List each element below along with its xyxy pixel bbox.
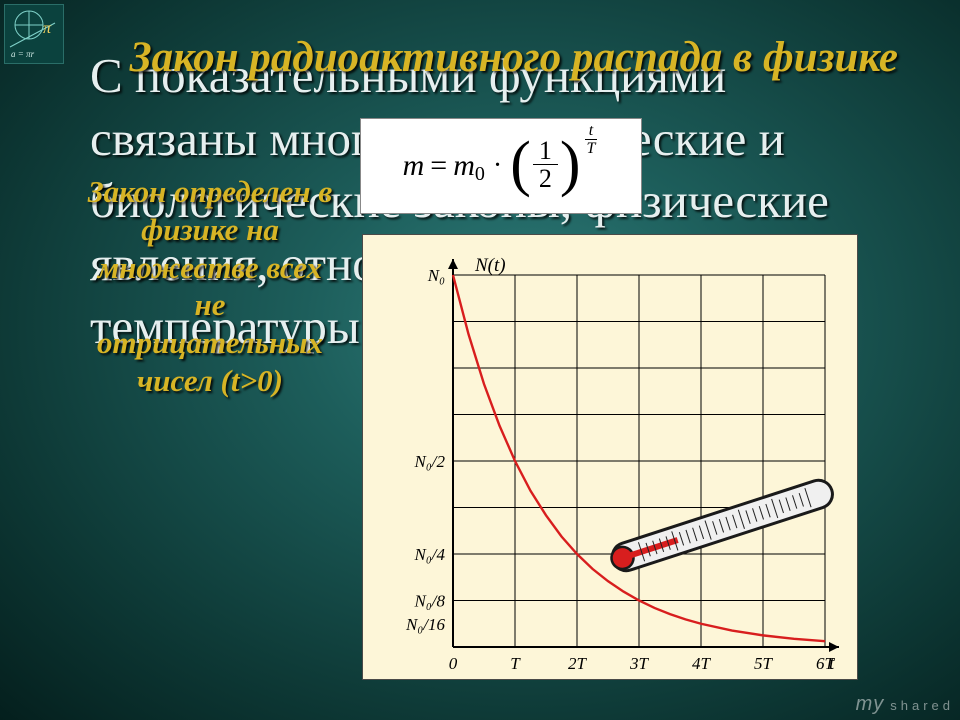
svg-text:4T: 4T	[692, 654, 712, 673]
decay-chart-svg: N(t)tN₀N₀/2N₀/4N₀/8N₀/160T2T3T4T5T6T	[363, 235, 857, 679]
formula-dot: ·	[493, 150, 502, 182]
formula-lhs: m	[403, 149, 425, 183]
svg-text:N₀/4: N₀/4	[414, 545, 446, 564]
svg-text:5T: 5T	[754, 654, 774, 673]
law-definition-note: Закон определен в физике на множестве вс…	[80, 173, 340, 400]
svg-text:N₀: N₀	[427, 266, 445, 285]
formula-rparen: )	[560, 129, 581, 200]
svg-text:N₀/2: N₀/2	[414, 452, 446, 471]
logo-formula: a = πr	[11, 49, 35, 59]
formula-eq: =	[430, 149, 447, 183]
watermark-sub: shared	[890, 698, 954, 713]
formula-lparen: (	[510, 129, 531, 200]
formula-exponent: t T	[583, 123, 600, 158]
svg-text:N₀/8: N₀/8	[414, 592, 446, 611]
svg-text:2T: 2T	[568, 654, 588, 673]
watermark: my shared	[856, 693, 954, 716]
slide-root: π a = πr С показательными функциями связ…	[0, 0, 960, 720]
slide-title: Закон радиоактивного распада в физике	[100, 34, 898, 82]
svg-text:6T: 6T	[816, 654, 836, 673]
formula-sub0: 0	[475, 163, 485, 186]
decay-chart: N(t)tN₀N₀/2N₀/4N₀/8N₀/160T2T3T4T5T6T	[362, 234, 858, 680]
logo-pi: π	[43, 20, 52, 37]
formula-frac-den: 2	[533, 165, 558, 194]
formula-m: m	[453, 149, 475, 183]
formula-fraction: 1 2	[533, 138, 558, 194]
svg-text:T: T	[510, 654, 521, 673]
formula-exp-num: t	[585, 123, 597, 140]
svg-text:N(t): N(t)	[474, 255, 506, 276]
corner-logo: π a = πr	[4, 4, 64, 64]
svg-text:3T: 3T	[629, 654, 650, 673]
watermark-brand: my	[856, 693, 885, 715]
svg-text:0: 0	[449, 654, 458, 673]
formula-exp-den: T	[583, 140, 600, 158]
formula-frac-num: 1	[533, 138, 558, 165]
decay-formula-box: m = m0 · ( 1 2 ) t T	[360, 118, 642, 214]
svg-text:N₀/16: N₀/16	[405, 615, 445, 634]
